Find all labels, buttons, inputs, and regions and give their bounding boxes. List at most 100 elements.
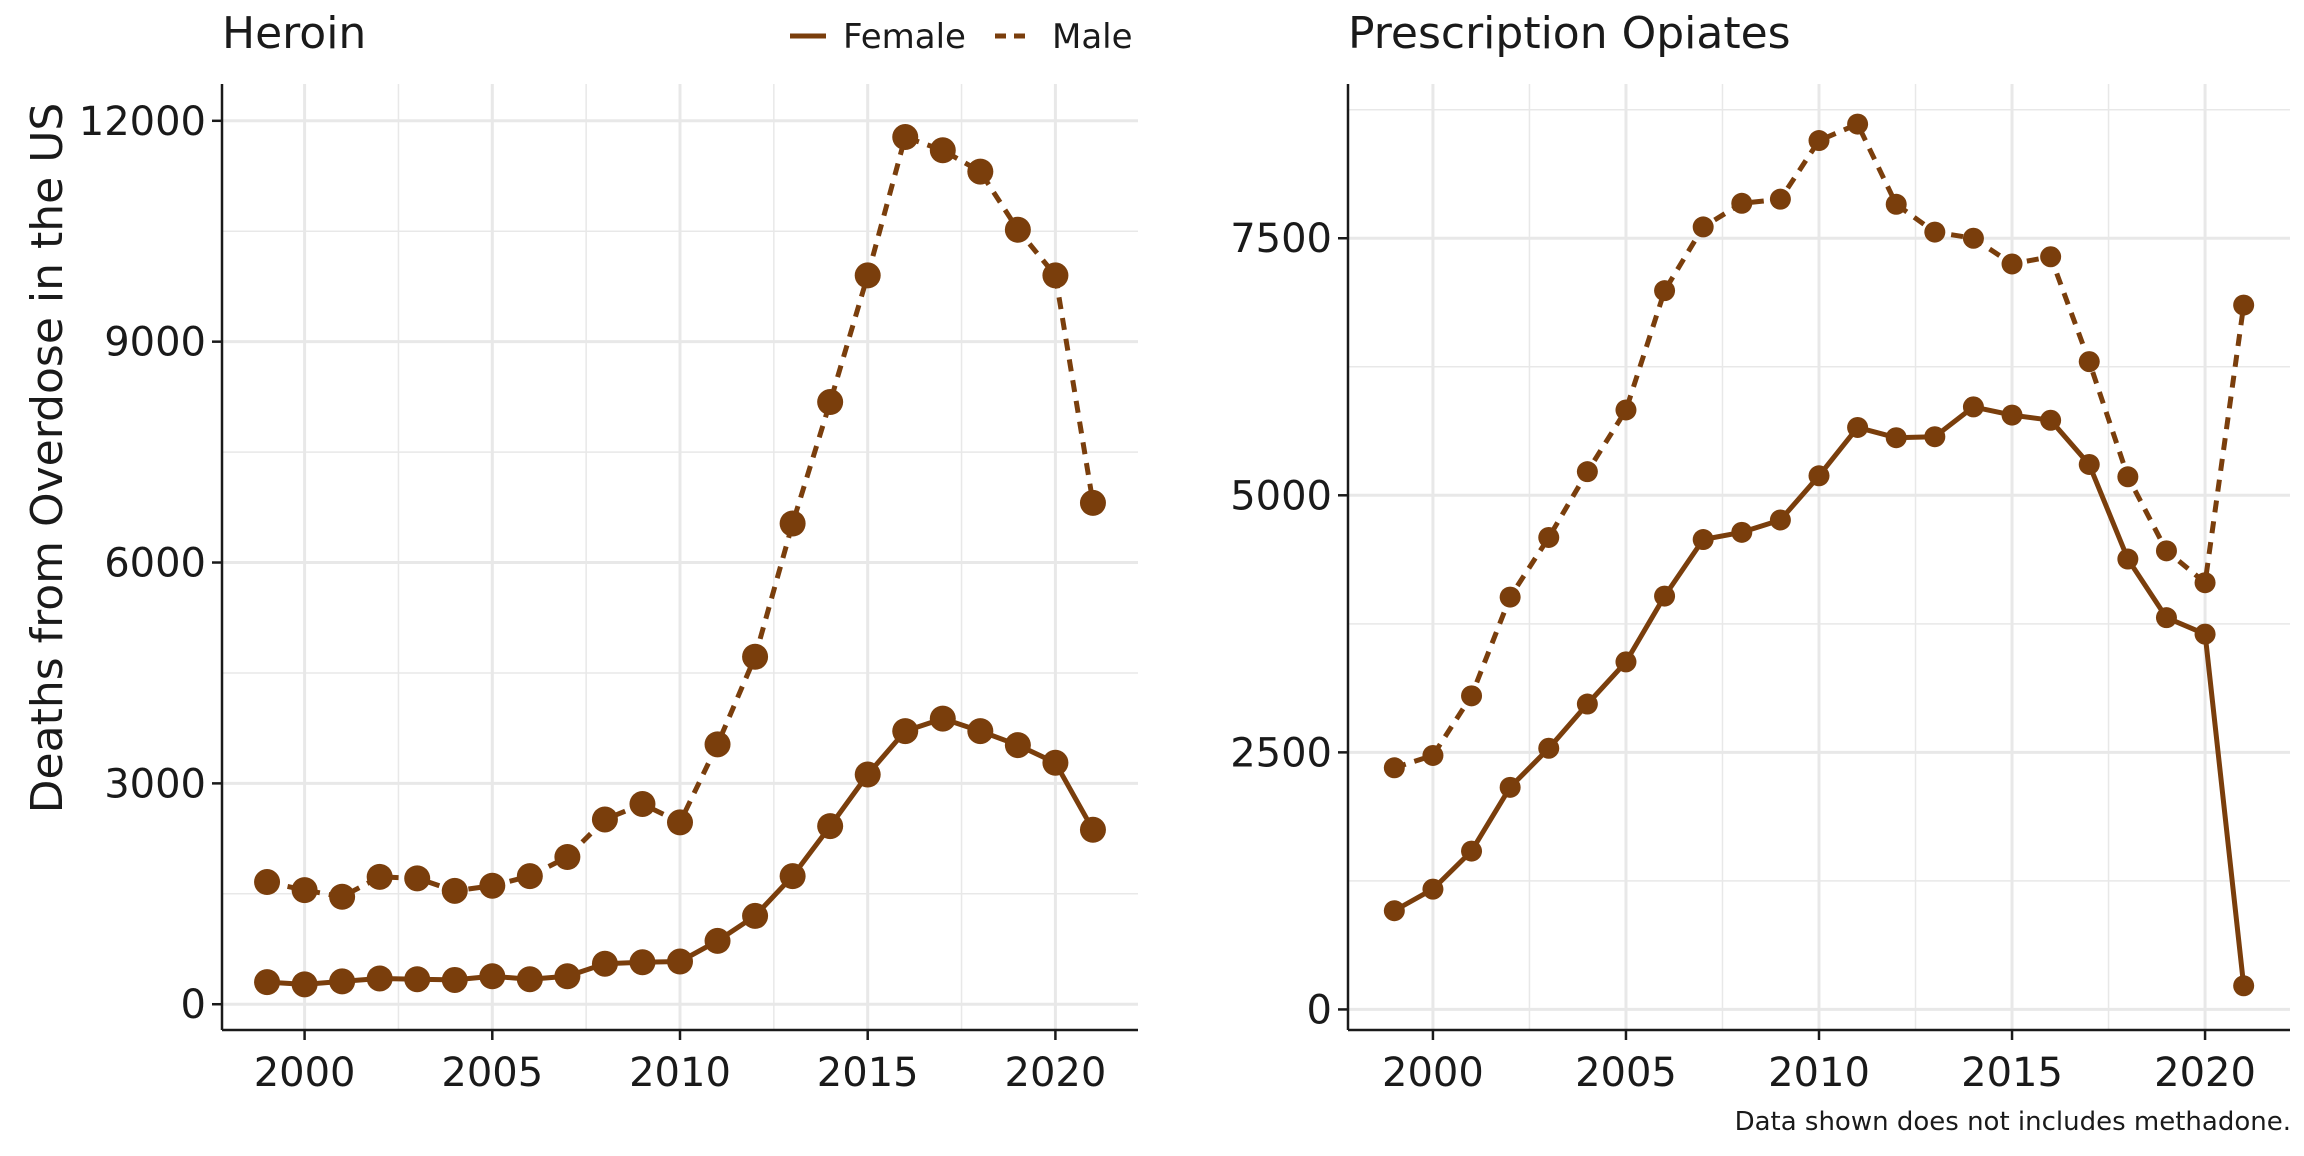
legend-label-female: Female bbox=[843, 17, 966, 57]
heroin-point-male-2003 bbox=[404, 865, 431, 892]
rx-series-line-male bbox=[1393, 121, 2247, 771]
heroin-point-male-2016 bbox=[892, 124, 919, 151]
rx-point-female-2012 bbox=[1885, 427, 1907, 449]
heroin-point-female-2016 bbox=[892, 718, 919, 745]
heroin-point-male-2002 bbox=[366, 863, 393, 890]
rx-point-male-2005 bbox=[1615, 399, 1637, 421]
heroin-point-male-2007 bbox=[554, 843, 581, 870]
heroin-panel-title: Heroin bbox=[222, 8, 366, 59]
rx-point-male-2020 bbox=[2194, 572, 2216, 594]
rx-point-female-2018 bbox=[2117, 548, 2139, 570]
rx-point-male-2000 bbox=[1422, 744, 1444, 766]
rx-point-male-2010 bbox=[1808, 130, 1830, 152]
rx-point-female-2013 bbox=[1924, 426, 1946, 448]
heroin-x-tick-label-2000: 2000 bbox=[254, 1050, 356, 1096]
heroin-point-male-2001 bbox=[329, 883, 356, 910]
rx-y-tick-label-5000: 5000 bbox=[1230, 473, 1332, 519]
heroin-y-tick-label-0: 0 bbox=[181, 982, 206, 1028]
rx-point-male-2003 bbox=[1538, 526, 1560, 548]
rx-point-male-2018 bbox=[2117, 466, 2139, 488]
heroin-x-tick-label-2010: 2010 bbox=[629, 1050, 731, 1096]
heroin-point-male-2012 bbox=[742, 643, 769, 670]
rx-point-female-2017 bbox=[2078, 453, 2100, 475]
heroin-point-female-2012 bbox=[742, 902, 769, 929]
heroin-point-female-2013 bbox=[779, 863, 806, 890]
rx-point-female-2002 bbox=[1499, 776, 1521, 798]
rx-y-tick-label-0: 0 bbox=[1307, 987, 1332, 1033]
heroin-point-female-2007 bbox=[554, 963, 581, 990]
rx-point-male-2004 bbox=[1576, 461, 1598, 483]
rx-point-female-1999 bbox=[1383, 900, 1405, 922]
heroin-point-female-2017 bbox=[929, 705, 956, 732]
rx-panel-title: Prescription Opiates bbox=[1348, 8, 1791, 59]
heroin-point-male-2008 bbox=[591, 806, 618, 833]
heroin-x-tick-label-2015: 2015 bbox=[817, 1050, 919, 1096]
heroin-point-male-2021 bbox=[1079, 489, 1106, 516]
heroin-point-male-2014 bbox=[817, 389, 844, 416]
rx-y-tick-label-7500: 7500 bbox=[1230, 216, 1332, 262]
rx-point-female-2011 bbox=[1847, 416, 1869, 438]
heroin-point-male-2017 bbox=[929, 137, 956, 164]
heroin-point-female-2010 bbox=[667, 948, 693, 975]
rx-point-male-2017 bbox=[2078, 351, 2100, 373]
heroin-point-male-2006 bbox=[516, 863, 543, 890]
rx-point-male-2011 bbox=[1847, 113, 1869, 135]
heroin-y-tick-label-12000: 12000 bbox=[79, 99, 206, 145]
rx-point-male-2001 bbox=[1461, 685, 1483, 707]
heroin-point-female-2001 bbox=[329, 968, 356, 995]
rx-point-male-2009 bbox=[1769, 188, 1791, 210]
rx-point-female-2005 bbox=[1615, 651, 1637, 673]
heroin-point-female-2014 bbox=[817, 813, 844, 840]
heroin-point-male-2005 bbox=[479, 872, 506, 899]
rx-point-female-2019 bbox=[2155, 607, 2177, 629]
rx-point-female-2004 bbox=[1576, 693, 1598, 715]
rx-point-female-2008 bbox=[1731, 521, 1753, 543]
rx-point-female-2007 bbox=[1692, 529, 1714, 551]
heroin-point-male-2000 bbox=[291, 877, 318, 904]
chart-caption: Data shown does not includes methadone. bbox=[1735, 1107, 2291, 1137]
rx-point-female-2010 bbox=[1808, 465, 1830, 487]
heroin-y-tick-label-9000: 9000 bbox=[104, 320, 206, 366]
heroin-point-male-2019 bbox=[1004, 216, 1031, 243]
heroin-y-tick-label-3000: 3000 bbox=[104, 761, 206, 807]
heroin-point-female-1999 bbox=[254, 969, 281, 996]
heroin-point-female-2006 bbox=[516, 966, 543, 993]
heroin-point-female-2003 bbox=[404, 966, 431, 993]
heroin-y-axis-label: Deaths from Overdose in the US bbox=[22, 103, 73, 814]
heroin-point-female-2002 bbox=[366, 965, 393, 992]
rx-point-male-2006 bbox=[1654, 280, 1676, 302]
rx-x-tick-label-2015: 2015 bbox=[1961, 1050, 2063, 1096]
heroin-point-female-2019 bbox=[1004, 732, 1031, 759]
heroin-x-tick-label-2005: 2005 bbox=[441, 1050, 543, 1096]
rx-point-male-1999 bbox=[1383, 757, 1405, 779]
heroin-point-male-2009 bbox=[629, 790, 656, 817]
heroin-point-female-2000 bbox=[291, 971, 318, 998]
heroin-point-male-1999 bbox=[254, 869, 281, 896]
rx-point-female-2006 bbox=[1654, 585, 1676, 607]
rx-x-tick-label-2020: 2020 bbox=[2154, 1050, 2256, 1096]
rx-point-female-2001 bbox=[1461, 840, 1483, 862]
heroin-point-female-2020 bbox=[1042, 749, 1069, 776]
heroin-point-female-2018 bbox=[967, 718, 994, 745]
rx-x-tick-label-2005: 2005 bbox=[1575, 1050, 1677, 1096]
rx-point-female-2015 bbox=[2001, 404, 2023, 426]
rx-point-female-2016 bbox=[2040, 409, 2062, 431]
heroin-point-male-2018 bbox=[967, 158, 994, 185]
heroin-panel: 2000 2005 2010 2015 2020 0 3000 6000 9000 12000 He… bbox=[22, 8, 1138, 1096]
rx-x-tick-label-2000: 2000 bbox=[1382, 1050, 1484, 1096]
heroin-x-tick-label-2020: 2020 bbox=[1005, 1050, 1107, 1096]
rx-point-male-2016 bbox=[2040, 246, 2062, 268]
rx-point-female-2000 bbox=[1422, 878, 1444, 900]
heroin-point-male-2020 bbox=[1042, 262, 1069, 289]
heroin-y-tick-label-6000: 6000 bbox=[104, 541, 206, 587]
rx-point-male-2021 bbox=[2233, 294, 2255, 316]
heroin-point-male-2011 bbox=[704, 731, 731, 758]
heroin-point-female-2009 bbox=[629, 949, 656, 976]
heroin-point-female-2008 bbox=[591, 950, 618, 977]
heroin-point-female-2021 bbox=[1079, 816, 1106, 843]
rx-point-male-2013 bbox=[1924, 221, 1946, 243]
rx-point-male-2012 bbox=[1885, 193, 1907, 215]
rx-point-male-2008 bbox=[1731, 192, 1753, 214]
legend-label-male: Male bbox=[1052, 17, 1133, 57]
